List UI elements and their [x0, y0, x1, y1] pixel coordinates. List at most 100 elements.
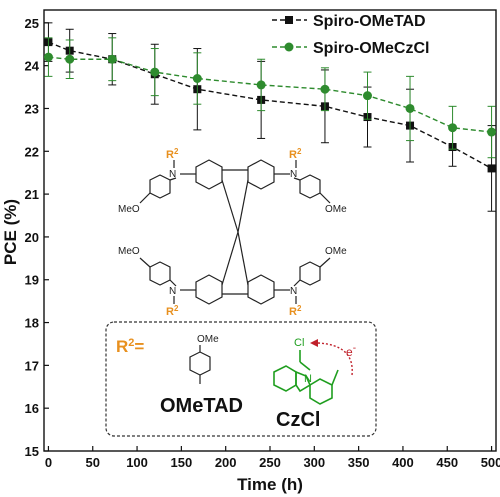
x-tick-label: 350	[348, 455, 370, 470]
spiro-molecule-structure	[139, 159, 331, 305]
ring-anisyl-tl	[149, 174, 171, 199]
x-axis-title: Time (h)	[237, 475, 303, 494]
bond	[319, 257, 331, 268]
electron-transfer-arrow	[317, 342, 353, 376]
bond	[221, 179, 239, 233]
data-point	[43, 52, 53, 62]
y-tick-label: 16	[25, 401, 39, 416]
bond	[139, 257, 151, 268]
bond	[293, 279, 301, 287]
czcl-substituent-drawing	[273, 350, 339, 405]
ring-top-left	[195, 159, 223, 190]
data-point	[320, 84, 330, 94]
bond	[169, 177, 177, 181]
x-tick-label: 450	[436, 455, 458, 470]
y-axis-ticks: 15 16 17 18 19 20 21 22 23 24 25	[25, 16, 49, 459]
legend-item-spiro-ometad: Spiro-OMeTAD	[272, 13, 426, 30]
series-spiro-omeczcl	[43, 37, 497, 159]
data-point	[107, 54, 117, 64]
series-line-spiro-omeczcl	[48, 56, 492, 133]
x-tick-label: 500	[481, 455, 500, 470]
methoxy-label-bottom-right: OMe	[325, 246, 347, 257]
label-ometad: OMeTAD	[160, 395, 243, 417]
electron-label: e-	[346, 343, 356, 359]
legend-marker-spiro-omeczcl	[284, 42, 294, 52]
ometad-substituent-drawing	[189, 345, 211, 384]
legend-label-spiro-omeczcl: Spiro-OMeCzCl	[313, 40, 429, 57]
legend-label-spiro-ometad: Spiro-OMeTAD	[313, 13, 426, 30]
carbazole-n-label: N	[304, 373, 312, 385]
bond	[169, 279, 177, 287]
x-tick-label: 300	[303, 455, 325, 470]
r2-label-top-left: R2	[166, 147, 179, 161]
y-tick-label: 15	[25, 444, 39, 459]
electron-arrow-head	[310, 339, 318, 347]
inset-methoxy-label: OMe	[197, 334, 219, 345]
chloro-label: Cl	[294, 337, 304, 349]
data-point	[362, 91, 372, 101]
data-point	[448, 123, 458, 133]
ring-bottom-right	[247, 274, 275, 305]
r2-label-bottom-left: R2	[166, 304, 179, 318]
data-point	[487, 127, 497, 137]
bond	[331, 369, 339, 386]
n-label-bottom-right: N	[290, 286, 297, 297]
bond	[237, 231, 249, 286]
y-tick-label: 18	[25, 316, 39, 331]
n-label-bottom-left: N	[169, 286, 176, 297]
ring-top-right	[247, 159, 275, 190]
x-tick-label: 250	[259, 455, 281, 470]
series-line-spiro-ometad	[48, 41, 492, 170]
x-tick-label: 50	[86, 455, 100, 470]
x-tick-label: 0	[45, 455, 52, 470]
y-tick-label: 25	[25, 16, 39, 31]
y-tick-label: 17	[25, 358, 39, 373]
y-tick-label: 24	[25, 59, 40, 74]
data-point	[405, 103, 415, 113]
ring-anisyl-br	[299, 261, 321, 286]
y-tick-label: 22	[25, 144, 39, 159]
y-axis-title: PCE (%)	[1, 199, 20, 265]
bond	[237, 179, 249, 233]
bond	[293, 177, 301, 181]
inset-r2-equals: R2=	[116, 337, 144, 356]
r2-label-top-right: R2	[289, 147, 302, 161]
methoxy-label-top-left: MeO	[118, 204, 140, 215]
x-tick-label: 200	[215, 455, 237, 470]
ring-carbazole-pyrrole	[295, 370, 312, 393]
data-point	[256, 80, 266, 90]
ring-anisyl-inset	[189, 351, 211, 376]
methoxy-label-top-right: OMe	[325, 204, 347, 215]
data-point	[192, 74, 202, 84]
bond	[139, 192, 151, 204]
legend-marker-spiro-ometad	[285, 16, 293, 24]
bond	[319, 192, 331, 204]
ring-carbazole-right	[309, 378, 333, 405]
y-tick-label: 20	[25, 230, 39, 245]
y-tick-label: 21	[25, 187, 39, 202]
bond	[299, 361, 311, 371]
n-label-top-right: N	[290, 169, 297, 180]
x-tick-label: 100	[126, 455, 148, 470]
bond	[221, 231, 239, 286]
y-tick-label: 23	[25, 101, 39, 116]
legend: Spiro-OMeTAD Spiro-OMeCzCl	[272, 13, 429, 57]
ring-anisyl-bl	[149, 261, 171, 286]
substituent-inset-box	[105, 321, 377, 437]
r2-label-bottom-right: R2	[289, 304, 302, 318]
x-axis-ticks: 0 50 100 150 200 250 300 350 400 450 500	[45, 446, 500, 470]
x-tick-label: 400	[392, 455, 414, 470]
methoxy-label-bottom-left: MeO	[118, 246, 140, 257]
ring-bottom-left	[195, 274, 223, 305]
series-layer	[43, 22, 497, 212]
n-label-top-left: N	[169, 169, 176, 180]
label-czcl: CzCl	[276, 409, 320, 431]
data-point	[487, 164, 496, 173]
y-tick-label: 19	[25, 273, 39, 288]
legend-item-spiro-omeczcl: Spiro-OMeCzCl	[272, 40, 429, 57]
x-tick-label: 150	[171, 455, 193, 470]
data-point	[150, 67, 160, 77]
data-point	[65, 54, 75, 64]
ring-anisyl-tr	[299, 174, 321, 199]
